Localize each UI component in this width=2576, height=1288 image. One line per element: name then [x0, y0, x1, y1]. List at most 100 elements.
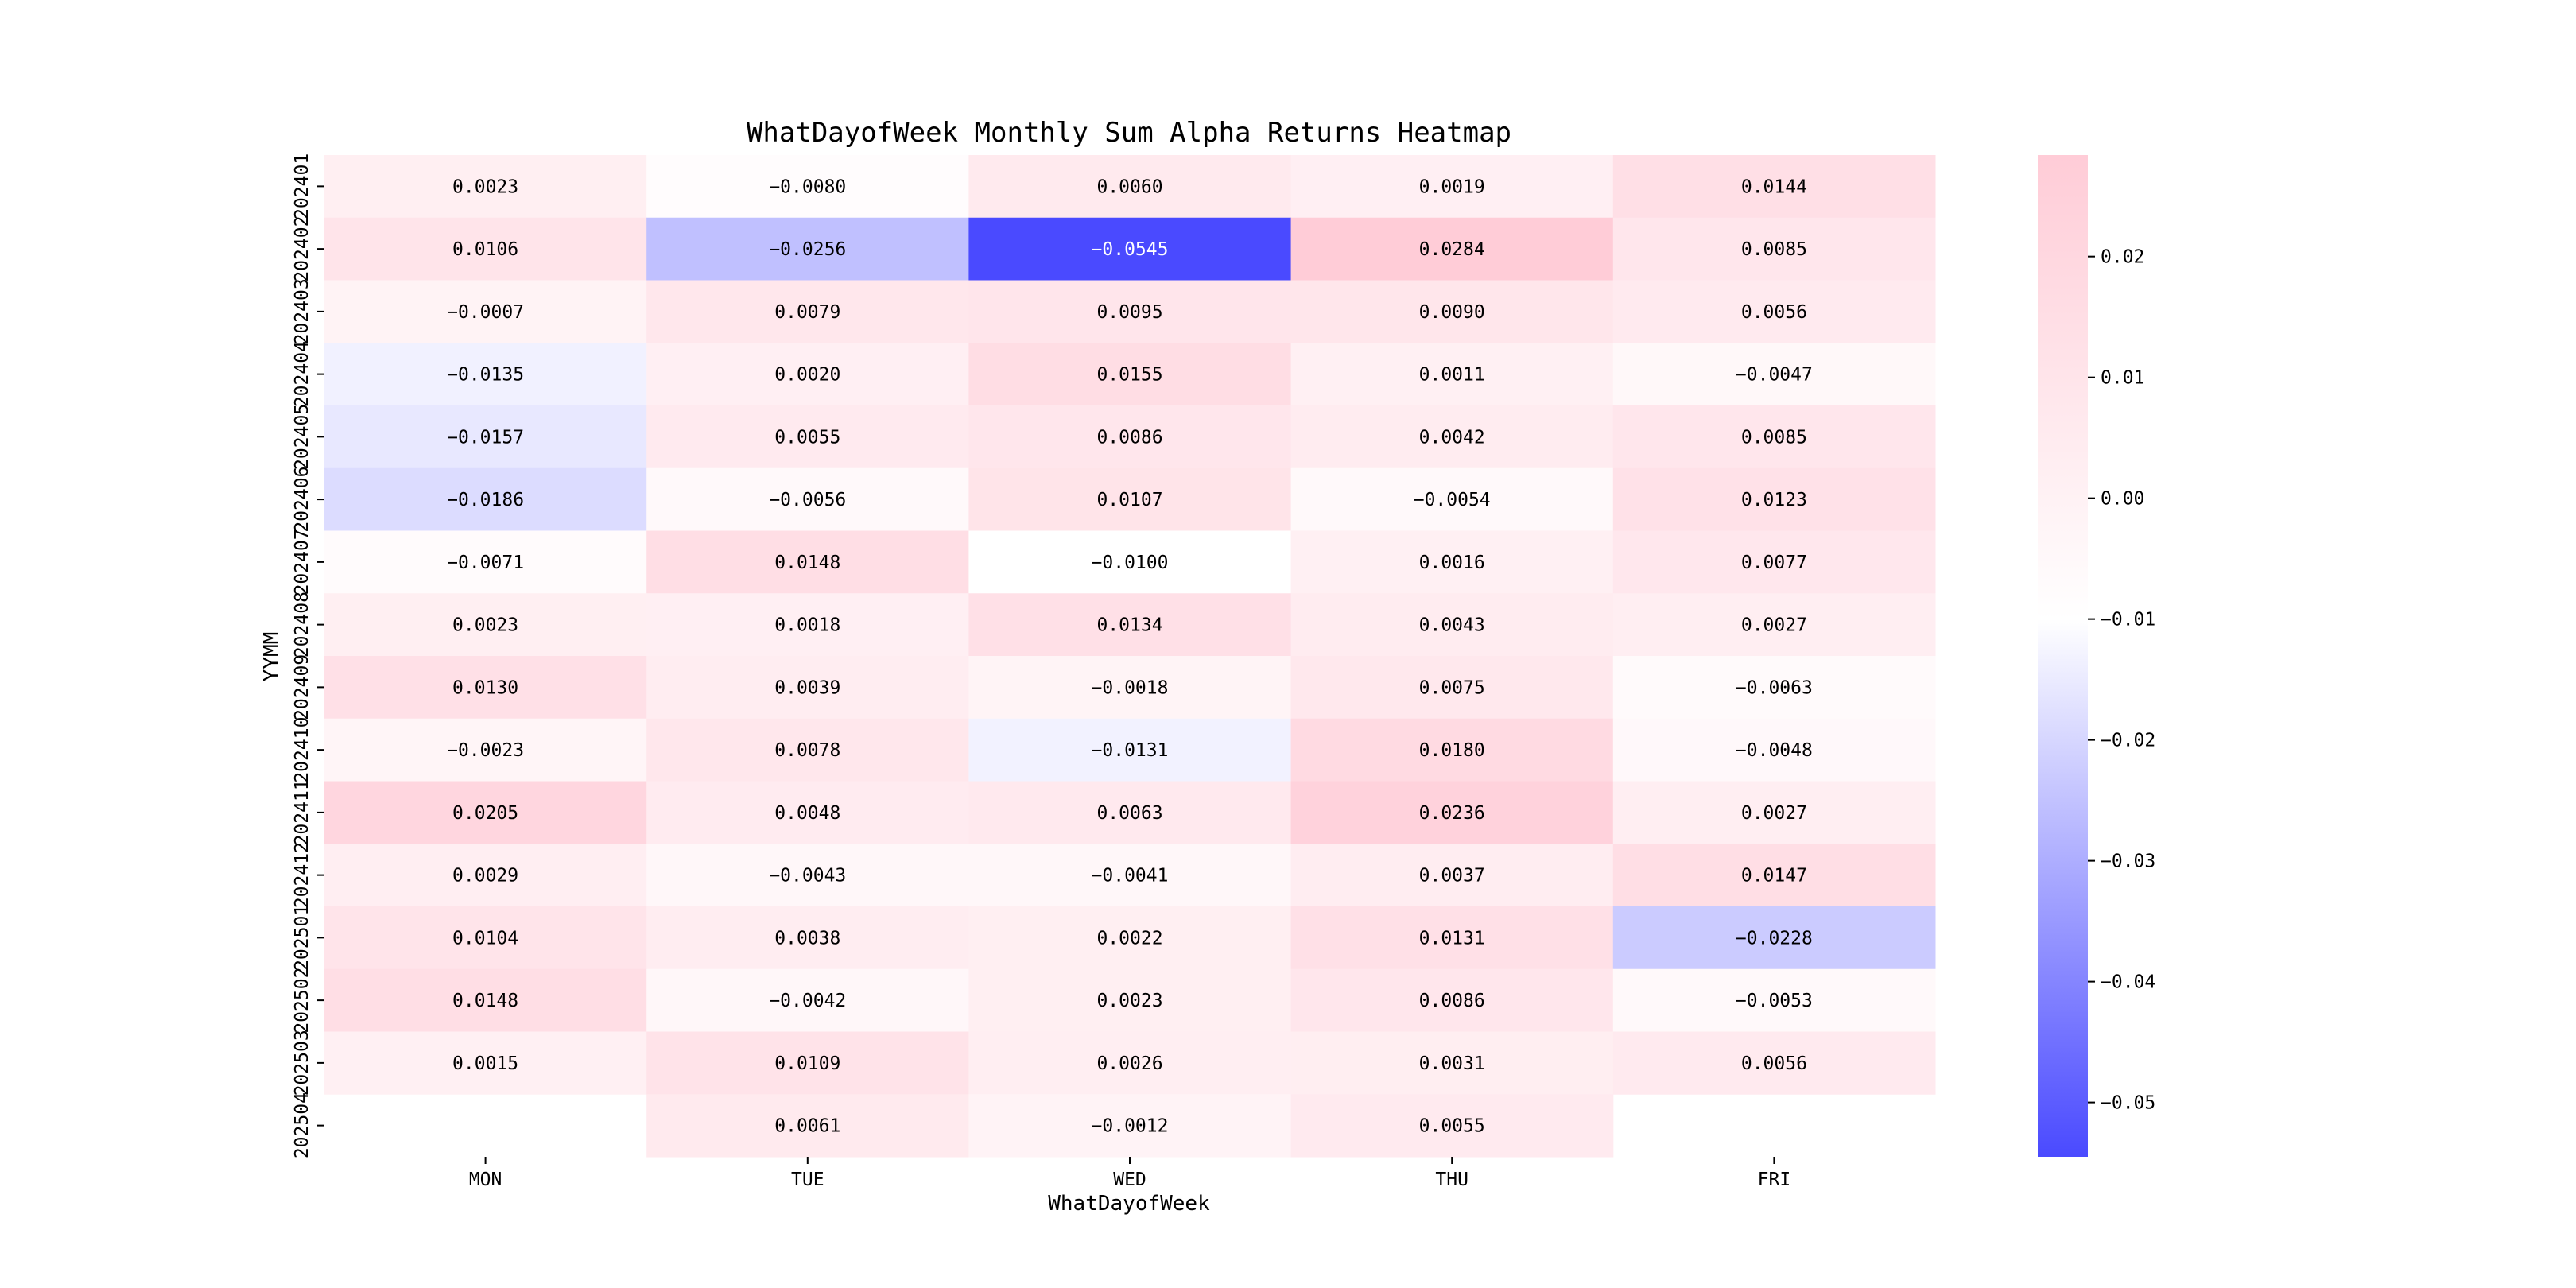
cell-value-label: 0.0056 — [1741, 1053, 1807, 1074]
heatmap-cell-202503-WED — [968, 1031, 1292, 1095]
heatmap-cell-202408-WED — [968, 593, 1292, 657]
cell-value-label: −0.0080 — [769, 177, 846, 197]
y-tick-label: 202405 — [292, 404, 312, 470]
heatmap-cell-202503-THU — [1290, 1031, 1614, 1095]
cell-value-label: −0.0047 — [1736, 365, 1813, 386]
cell-value-label: 0.0104 — [452, 928, 518, 949]
heatmap-cell-202411-TUE — [646, 781, 969, 844]
cell-value-label: 0.0130 — [452, 677, 518, 698]
heatmap-cell-202504-THU — [1290, 1094, 1614, 1158]
cell-value-label: 0.0043 — [1419, 615, 1485, 636]
cell-value-label: 0.0023 — [1096, 991, 1162, 1011]
cell-value-label: 0.0011 — [1419, 365, 1485, 386]
heatmap-cell-202402-WED — [968, 217, 1292, 281]
heatmap-cell-202409-WED — [968, 656, 1292, 720]
cell-value-label: −0.0043 — [769, 866, 846, 886]
cell-value-label: 0.0155 — [1096, 365, 1162, 386]
heatmap-cell-202401-TUE — [646, 155, 969, 219]
cell-value-label: −0.0228 — [1736, 928, 1813, 949]
cell-value-label: 0.0060 — [1096, 177, 1162, 197]
y-tick-label: 202503 — [292, 1030, 312, 1096]
cell-value-label: −0.0186 — [447, 490, 524, 510]
heatmap-cell-202411-MON — [324, 781, 647, 844]
heatmap-cell-202502-THU — [1290, 968, 1614, 1032]
heatmap-cell-202501-MON — [324, 906, 647, 970]
heatmap-cell-202403-THU — [1290, 280, 1614, 343]
cell-value-label: −0.0131 — [1092, 740, 1169, 761]
heatmap-cell-202405-FRI — [1612, 405, 1936, 469]
cell-value-label: 0.0107 — [1096, 490, 1162, 510]
heatmap-cell-202407-TUE — [646, 530, 969, 594]
cell-value-label: 0.0079 — [774, 302, 840, 323]
cell-value-label: 0.0148 — [774, 553, 840, 573]
heatmap-cell-202408-TUE — [646, 593, 969, 657]
cell-value-label: −0.0054 — [1414, 490, 1491, 510]
heatmap-cell-202407-FRI — [1612, 530, 1936, 594]
cell-value-label: 0.0086 — [1419, 991, 1485, 1011]
heatmap-cell-202406-FRI — [1612, 467, 1936, 531]
heatmap-cell-202411-WED — [968, 781, 1292, 844]
heatmap-cell-202405-THU — [1290, 405, 1614, 469]
x-tick-label: WED — [1113, 1170, 1146, 1190]
heatmap-cell-202412-FRI — [1612, 844, 1936, 907]
cell-value-label: −0.0256 — [769, 239, 846, 260]
y-tick-label: 202501 — [292, 905, 312, 971]
heatmap-cell-202411-FRI — [1612, 781, 1936, 844]
cell-value-label: 0.0236 — [1419, 803, 1485, 824]
heatmap-cell-202402-MON — [324, 217, 647, 281]
heatmap-cell-202412-MON — [324, 844, 647, 907]
heatmap-cell-202403-MON — [324, 280, 647, 343]
cell-value-label: 0.0015 — [452, 1053, 518, 1074]
cell-value-label: 0.0042 — [1419, 427, 1485, 448]
y-tick-label: 202408 — [292, 592, 312, 658]
cell-value-label: −0.0012 — [1092, 1116, 1169, 1137]
cell-value-label: −0.0041 — [1092, 866, 1169, 886]
heatmap-cell-202502-FRI — [1612, 968, 1936, 1032]
y-tick-label: 202402 — [292, 216, 312, 282]
heatmap-cell-202412-TUE — [646, 844, 969, 907]
cell-value-label: 0.0026 — [1096, 1053, 1162, 1074]
cell-value-label: 0.0075 — [1419, 677, 1485, 698]
heatmap-cell-202405-WED — [968, 405, 1292, 469]
y-tick-label: 202404 — [292, 341, 312, 407]
cell-value-label: 0.0123 — [1741, 490, 1807, 510]
heatmap-cell-202401-MON — [324, 155, 647, 219]
heatmap-cell-202501-THU — [1290, 906, 1614, 970]
colorbar-tick-label: 0.02 — [2101, 247, 2144, 268]
cell-value-label: 0.0144 — [1741, 177, 1807, 197]
heatmap-cell-202406-MON — [324, 467, 647, 531]
cell-value-label: −0.0042 — [769, 991, 846, 1011]
heatmap-cell-202410-THU — [1290, 718, 1614, 782]
cell-value-label: −0.0018 — [1092, 677, 1169, 698]
cell-value-label: 0.0085 — [1741, 239, 1807, 260]
cell-value-label: 0.0037 — [1419, 866, 1485, 886]
heatmap-cell-202412-THU — [1290, 844, 1614, 907]
cell-value-label: −0.0545 — [1092, 239, 1169, 260]
cell-value-label: −0.0053 — [1736, 991, 1813, 1011]
heatmap-cell-202404-WED — [968, 343, 1292, 406]
colorbar-tick-label: −0.02 — [2101, 731, 2155, 751]
cell-value-label: 0.0077 — [1741, 553, 1807, 573]
heatmap-cell-202409-FRI — [1612, 656, 1936, 720]
heatmap-cell-202404-MON — [324, 343, 647, 406]
cell-value-label: 0.0019 — [1419, 177, 1485, 197]
colorbar — [2038, 155, 2088, 1157]
heatmap-cell-202406-WED — [968, 467, 1292, 531]
cell-value-label: −0.0007 — [447, 302, 524, 323]
heatmap-cell-202402-TUE — [646, 217, 969, 281]
cell-value-label: −0.0023 — [447, 740, 524, 761]
cell-value-label: −0.0063 — [1736, 677, 1813, 698]
heatmap-cell-202403-WED — [968, 280, 1292, 343]
cell-value-label: 0.0284 — [1419, 239, 1485, 260]
cell-value-label: 0.0148 — [452, 991, 518, 1011]
cell-value-label: 0.0106 — [452, 239, 518, 260]
heatmap-cell-202502-WED — [968, 968, 1292, 1032]
heatmap-cells — [324, 155, 1936, 1158]
cell-value-label: 0.0029 — [452, 866, 518, 886]
heatmap-cell-202503-TUE — [646, 1031, 969, 1095]
heatmap-cell-202410-MON — [324, 718, 647, 782]
heatmap-cell-202408-MON — [324, 593, 647, 657]
cell-value-label: 0.0086 — [1096, 427, 1162, 448]
cell-value-label: 0.0134 — [1096, 615, 1162, 636]
heatmap-cell-202408-THU — [1290, 593, 1614, 657]
